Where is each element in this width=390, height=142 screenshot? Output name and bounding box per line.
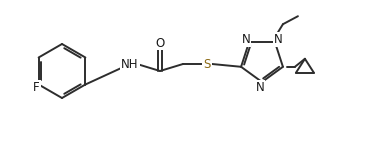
Text: N: N bbox=[255, 81, 264, 93]
Text: N: N bbox=[273, 33, 282, 46]
Text: S: S bbox=[203, 58, 211, 70]
Text: O: O bbox=[155, 36, 165, 50]
Text: NH: NH bbox=[121, 58, 139, 70]
Text: F: F bbox=[33, 81, 40, 94]
Text: N: N bbox=[242, 33, 250, 46]
